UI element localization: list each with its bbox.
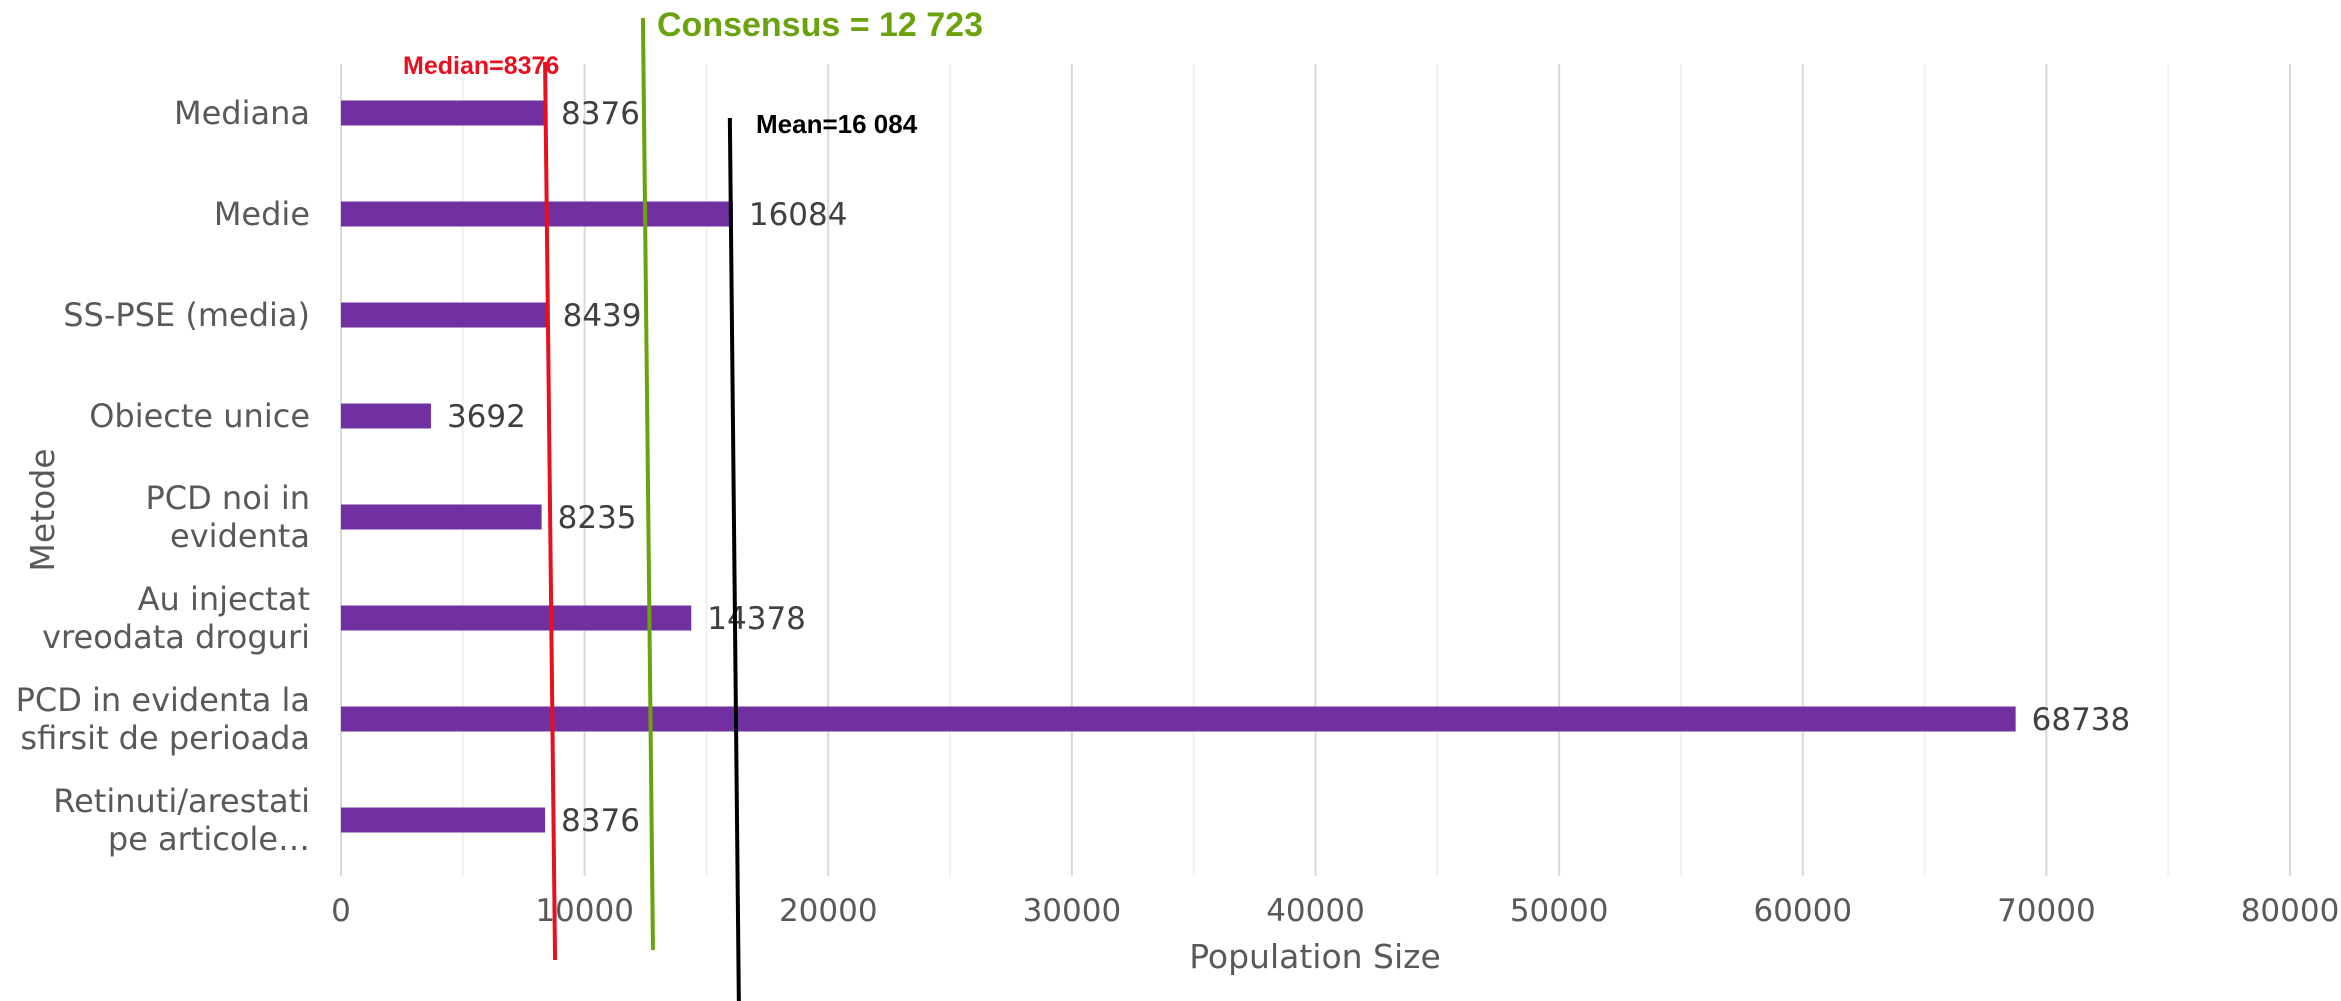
x-tick-label: 30000 xyxy=(1023,893,1122,929)
x-tick-label: 50000 xyxy=(1510,893,1609,929)
x-tick-label: 10000 xyxy=(535,893,634,929)
x-axis-title: Population Size xyxy=(1189,937,1441,976)
category-label: Mediana xyxy=(174,94,310,132)
data-label: 14378 xyxy=(707,601,806,637)
bar xyxy=(341,403,431,429)
reference-line-mean xyxy=(727,117,741,1001)
data-labels: 8376 16084 8439 3692 8235 14378 68738 8376 xyxy=(447,96,2130,839)
data-label: 68738 xyxy=(2032,702,2131,738)
reference-label-median: Median=8376 xyxy=(403,52,559,80)
data-label: 3692 xyxy=(447,399,526,435)
bar xyxy=(341,302,547,328)
x-tick-label: 40000 xyxy=(1266,893,1365,929)
reference-label-consensus: Consensus = 12 723 xyxy=(657,6,983,44)
y-axis-title: Metode xyxy=(23,448,62,571)
category-label: Au injectat vreodata droguri xyxy=(42,580,310,656)
data-label: 8439 xyxy=(563,298,642,334)
category-label: PCD noi in evidenta xyxy=(145,479,310,555)
reference-line-median xyxy=(543,61,558,961)
category-label: Retinuti/arestati pe articole… xyxy=(53,782,310,858)
category-label: Obiecte unice xyxy=(89,397,310,435)
category-label: Medie xyxy=(214,195,310,233)
bars xyxy=(341,100,2016,833)
data-label: 8376 xyxy=(561,803,640,839)
x-tick-label: 20000 xyxy=(779,893,878,929)
bar xyxy=(341,706,2016,732)
data-label: 8376 xyxy=(561,96,640,132)
bar xyxy=(341,504,542,530)
category-label: SS-PSE (media) xyxy=(63,296,310,334)
x-tick-labels: 0 10000 20000 30000 40000 50000 60000 70000 8000… xyxy=(331,893,2339,929)
data-label: 8235 xyxy=(558,500,637,536)
bar xyxy=(341,201,733,227)
gridlines xyxy=(340,64,2291,876)
x-tick-label: 60000 xyxy=(1753,893,1852,929)
x-tick-label: 70000 xyxy=(1997,893,2096,929)
bar xyxy=(341,605,692,631)
bar xyxy=(341,807,546,833)
x-tick-label: 80000 xyxy=(2241,893,2340,929)
data-label: 16084 xyxy=(749,197,848,233)
category-labels: Mediana Medie SS-PSE (media) Obiecte unice P… xyxy=(16,94,310,858)
x-tick-label: 0 xyxy=(331,893,351,929)
reference-line-consensus xyxy=(640,17,655,951)
category-label: PCD in evidenta la sfirsit de perioada xyxy=(16,681,310,757)
bar xyxy=(341,100,546,126)
reference-label-mean: Mean=16 084 xyxy=(756,109,918,139)
reference-lines: Median=8376 Consensus = 12 723 Mean=16 084 xyxy=(403,6,983,1001)
